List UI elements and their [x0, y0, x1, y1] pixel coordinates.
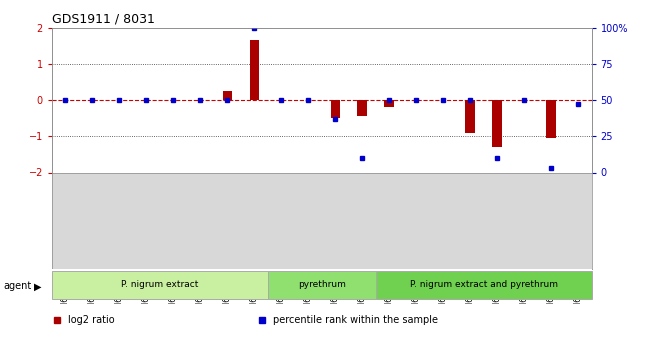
Bar	[546, 100, 556, 138]
Bar	[358, 100, 367, 116]
Text: log2 ratio: log2 ratio	[68, 315, 115, 325]
Text: agent: agent	[3, 282, 31, 291]
Text: pyrethrum: pyrethrum	[298, 280, 346, 289]
Bar	[250, 40, 259, 100]
FancyBboxPatch shape	[52, 270, 268, 298]
Bar	[384, 100, 394, 107]
Bar	[465, 100, 475, 132]
Text: percentile rank within the sample: percentile rank within the sample	[273, 315, 438, 325]
FancyBboxPatch shape	[268, 270, 376, 298]
Text: P. nigrum extract: P. nigrum extract	[121, 280, 199, 289]
Bar	[330, 100, 340, 118]
FancyBboxPatch shape	[376, 270, 592, 298]
Text: GDS1911 / 8031: GDS1911 / 8031	[52, 12, 155, 25]
Text: P. nigrum extract and pyrethrum: P. nigrum extract and pyrethrum	[410, 280, 558, 289]
Bar	[492, 100, 502, 147]
Bar	[222, 91, 232, 100]
Text: ▶: ▶	[34, 282, 42, 291]
